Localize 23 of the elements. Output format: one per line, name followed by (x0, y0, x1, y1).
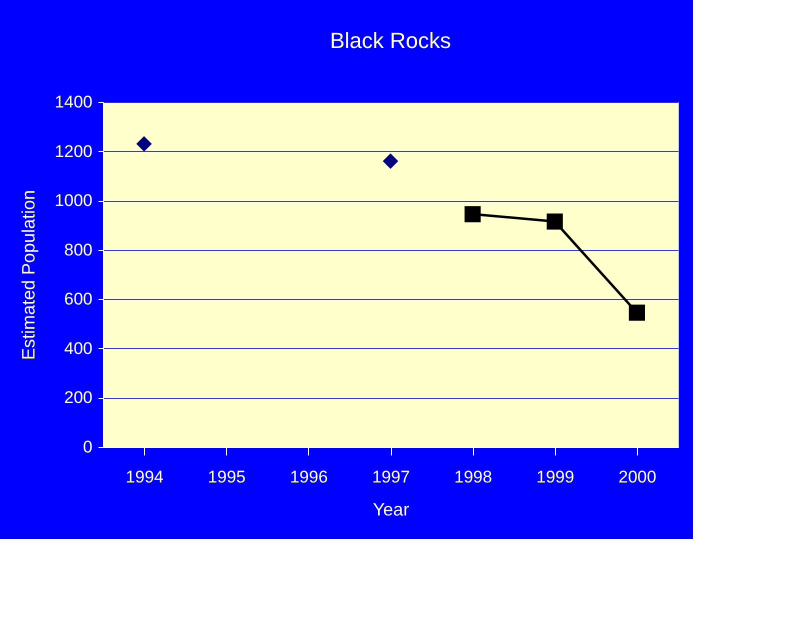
x-tick-label: 1994 (126, 468, 164, 486)
y-axis-title: Estimated Population (18, 190, 39, 360)
point (546, 213, 563, 230)
y-tick-label: 600 (64, 290, 92, 309)
y-tick-label: 800 (64, 240, 92, 260)
x-tick-label: 1998 (454, 468, 492, 486)
y-tick-label: 1200 (54, 142, 92, 161)
x-tick-label: 1997 (372, 468, 410, 486)
y-tick-label: 1000 (54, 191, 92, 210)
y-tick-label: 400 (64, 338, 92, 358)
x-tick-label: 2000 (618, 468, 656, 486)
y-tick-label: 200 (64, 388, 92, 408)
x-tick-label: 1995 (208, 468, 246, 486)
point (136, 136, 152, 152)
x-axis-title: Year (372, 500, 410, 520)
chart-title: Black Rocks (330, 28, 452, 53)
point (464, 206, 481, 222)
y-tick-label: 0 (83, 438, 92, 456)
x-tick-label: 1999 (536, 468, 574, 486)
y-tick-label: 1400 (54, 92, 92, 112)
point (628, 304, 645, 321)
point (382, 153, 398, 169)
x-tick-label: 1996 (290, 468, 328, 486)
